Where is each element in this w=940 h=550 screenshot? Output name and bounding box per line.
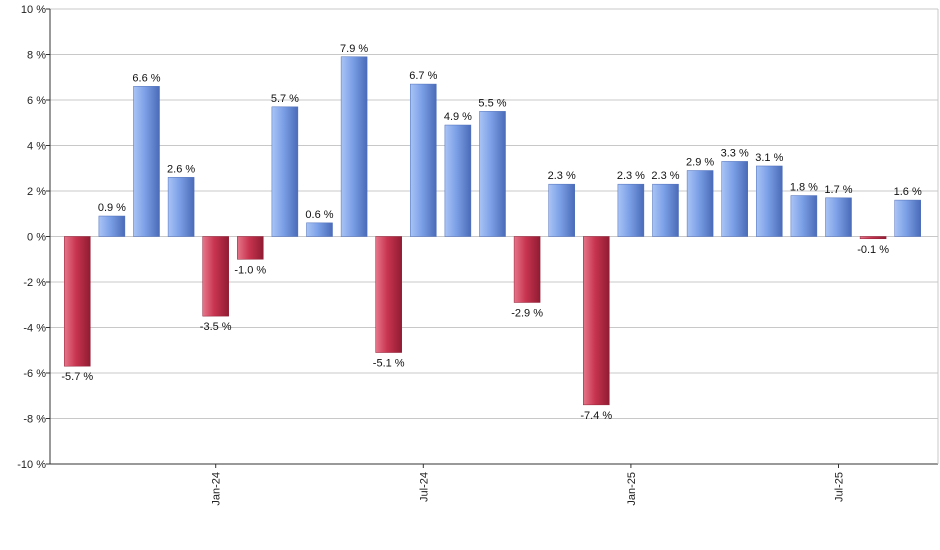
data-labels: -5.7 % 0.9 % 6.6 % 2.6 % -3.5 % -1.0 % 5.7 % 0.… <box>61 43 922 422</box>
bar-oct-23 <box>98 215 126 237</box>
bar-jul-25 <box>825 197 852 237</box>
data-label: 2.6 % <box>167 163 195 175</box>
data-label: -5.1 % <box>373 358 405 370</box>
data-label: -1.0 % <box>234 264 266 276</box>
bar-jan-24 <box>202 236 229 317</box>
data-label: 3.1 % <box>755 152 783 164</box>
data-label: -0.1 % <box>857 244 889 256</box>
data-label: 6.7 % <box>409 70 437 82</box>
data-label: -7.4 % <box>580 410 612 422</box>
bar-jun-25 <box>790 195 818 237</box>
bar-feb-25 <box>652 183 679 237</box>
bar-apr-25 <box>721 161 748 237</box>
data-label: -3.5 % <box>200 321 232 333</box>
data-label: 1.7 % <box>824 184 852 196</box>
bar-jul-24 <box>410 83 437 237</box>
bar-dec-24 <box>583 236 610 406</box>
y-tick-label: 8 % <box>27 50 46 62</box>
y-tick-label: 10 % <box>21 4 46 16</box>
bar-may-25 <box>756 165 783 237</box>
data-label: 1.8 % <box>790 182 818 194</box>
bars <box>64 56 921 406</box>
data-label: 4.9 % <box>444 111 472 123</box>
bar-jan-25 <box>617 183 645 237</box>
bar-sep-24 <box>479 111 506 237</box>
y-tick-label: -8 % <box>23 414 46 426</box>
y-tick-label: 0 % <box>27 232 46 244</box>
x-tick-label: Jul-25 <box>834 472 846 502</box>
axes: 10 % 8 % 6 % 4 % 2 % 0 % -2 % -4 % -6 % -8 % -10 %… <box>17 4 939 506</box>
bar-aug-24 <box>444 124 472 237</box>
y-tick-label: -4 % <box>23 323 46 335</box>
x-tick-label: Jul-24 <box>418 472 430 502</box>
data-label: 2.3 % <box>548 170 576 182</box>
y-tick-label: -10 % <box>17 459 46 471</box>
data-label: -5.7 % <box>61 371 93 383</box>
y-tick-label: -6 % <box>23 368 46 380</box>
y-tick-label: 4 % <box>27 141 46 153</box>
data-label: 1.6 % <box>894 186 922 198</box>
bar-sep-25 <box>894 199 921 237</box>
data-label: 5.7 % <box>271 93 299 105</box>
bar-oct-24 <box>513 236 541 303</box>
bar-dec-23 <box>167 177 195 237</box>
y-tick-label: 2 % <box>27 186 46 198</box>
x-tick-label: Jan-24 <box>211 472 223 506</box>
y-tick-label: 6 % <box>27 95 46 107</box>
data-label: 3.3 % <box>721 147 749 159</box>
data-label: 6.6 % <box>132 72 160 84</box>
bar-nov-24 <box>548 183 575 237</box>
bar-sep-23 <box>64 236 91 367</box>
data-label: 2.3 % <box>651 170 679 182</box>
bar-apr-24 <box>306 222 333 237</box>
data-label: -2.9 % <box>511 307 543 319</box>
data-label: 0.6 % <box>305 209 333 221</box>
y-tick-label: -2 % <box>23 277 46 289</box>
data-label: 2.9 % <box>686 157 714 169</box>
data-label: 2.3 % <box>617 170 645 182</box>
bar-may-24 <box>340 56 368 237</box>
bar-mar-25 <box>686 170 714 237</box>
data-label: 0.9 % <box>98 202 126 214</box>
bar-mar-24 <box>271 106 299 237</box>
bar-nov-23 <box>133 86 160 237</box>
data-label: 5.5 % <box>478 97 506 109</box>
bar-feb-24 <box>237 236 264 260</box>
bar-jun-24 <box>375 236 402 353</box>
x-tick-label: Jan-25 <box>626 472 638 506</box>
data-label: 7.9 % <box>340 43 368 55</box>
bar-aug-25 <box>859 236 887 240</box>
